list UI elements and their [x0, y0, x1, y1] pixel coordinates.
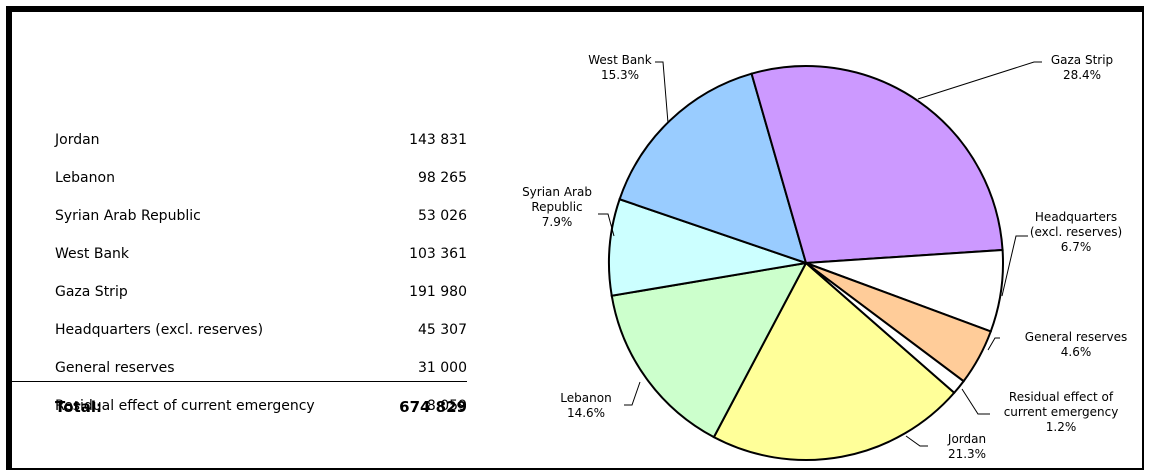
- row-value: 8 059: [426, 398, 467, 414]
- row-value: 53 026: [418, 208, 467, 224]
- table-row: Gaza Strip 191 980: [55, 284, 467, 300]
- slice-percent: 14.6%: [566, 406, 606, 420]
- pie-slice: [805, 262, 965, 395]
- slice-name: General reserves: [1024, 330, 1128, 344]
- slice-percent: 28.4%: [1062, 68, 1102, 82]
- table-row: West Bank 103 361: [55, 246, 467, 262]
- table-row: Residual effect of current emergency 8 05…: [55, 398, 467, 414]
- slice-name: Gaza Strip: [1050, 53, 1114, 67]
- slice-label: Headquarters (excl. reserves) 6.7%: [1021, 210, 1131, 255]
- leader-line: [598, 213, 615, 237]
- slice-name: Residual effect of current emergency: [1003, 390, 1119, 419]
- slice-percent: 6.7%: [1060, 240, 1092, 254]
- pie-slice: [618, 72, 808, 265]
- row-label: Gaza Strip: [55, 284, 128, 300]
- leader-line: [624, 381, 641, 406]
- row-value: 191 980: [409, 284, 467, 300]
- row-value: 98 265: [418, 170, 467, 186]
- table-row: Syrian Arab Republic 53 026: [55, 208, 467, 224]
- slice-name: Lebanon: [560, 391, 612, 405]
- row-label: Jordan: [55, 132, 100, 148]
- pie-slice: [610, 261, 808, 439]
- row-value: 45 307: [418, 322, 467, 338]
- slice-percent: 21.3%: [947, 447, 987, 461]
- slice-label: West Bank 15.3%: [580, 53, 660, 83]
- row-label: West Bank: [55, 246, 130, 262]
- slice-label: Residual effect of current emergency 1.2%: [996, 390, 1126, 435]
- leader-lines: [598, 61, 1042, 447]
- leader-line: [987, 337, 1000, 351]
- frame: [6, 6, 1144, 470]
- pie-slice: [608, 197, 807, 297]
- total-value: 674 829: [399, 398, 467, 416]
- leader-line: [655, 61, 669, 124]
- pie-slice: [712, 261, 956, 461]
- slice-label: Syrian Arab Republic 7.9%: [512, 185, 602, 230]
- total-rule: [12, 381, 467, 382]
- row-label: Syrian Arab Republic: [55, 208, 201, 224]
- row-label: Headquarters (excl. reserves): [55, 322, 264, 338]
- row-value: 143 831: [409, 132, 467, 148]
- leader-line: [917, 61, 1042, 100]
- slice-label: Jordan 21.3%: [927, 432, 1007, 462]
- pie-slice: [750, 65, 1004, 265]
- table-row: Headquarters (excl. reserves) 45 307: [55, 322, 467, 338]
- leader-line: [905, 435, 928, 447]
- leader-line: [1001, 235, 1028, 297]
- total-row: Total: 674 829: [55, 398, 467, 416]
- slice-name: West Bank: [588, 53, 652, 67]
- slice-name: Syrian Arab Republic: [522, 185, 592, 214]
- row-label: General reserves: [55, 360, 175, 376]
- slice-name: Jordan: [947, 432, 987, 446]
- table-row: Lebanon 98 265: [55, 170, 467, 186]
- row-value: 103 361: [409, 246, 467, 262]
- slice-percent: 15.3%: [600, 68, 640, 82]
- table-row: Jordan 143 831: [55, 132, 467, 148]
- slice-name: Headquarters (excl. reserves): [1029, 210, 1123, 239]
- row-value: 31 000: [418, 360, 467, 376]
- row-label: Lebanon: [55, 170, 115, 186]
- slice-percent: 4.6%: [1060, 345, 1092, 359]
- row-label: Residual effect of current emergency: [55, 398, 315, 414]
- total-label: Total:: [55, 398, 102, 416]
- slice-percent: 1.2%: [1045, 420, 1077, 434]
- slice-label: General reserves 4.6%: [1016, 330, 1136, 360]
- slice-label: Lebanon 14.6%: [546, 391, 626, 421]
- slice-percent: 7.9%: [541, 215, 573, 229]
- leader-line: [961, 388, 990, 415]
- table-row: General reserves 31 000: [55, 360, 467, 376]
- slice-label: Gaza Strip 28.4%: [1037, 53, 1127, 83]
